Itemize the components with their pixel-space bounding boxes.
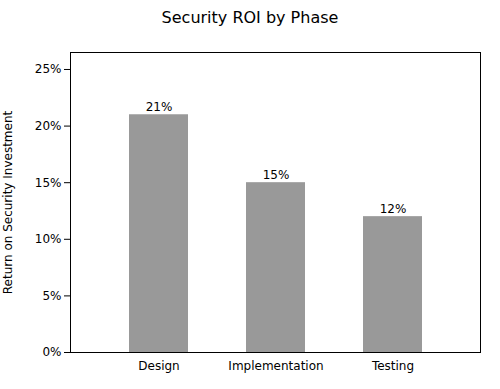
html-text:Security ROI by Phase: Security ROI by Phase: [161, 8, 339, 27]
svg-text:12%: 12%: [380, 202, 407, 216]
svg-text:21%: 21%: [146, 100, 173, 114]
svg-text:Design: Design: [138, 359, 179, 373]
svg-text:5%: 5%: [42, 289, 61, 303]
svg-text:Implementation: Implementation: [228, 359, 323, 373]
svg-text:15%: 15%: [263, 168, 290, 182]
svg-text:25%: 25%: [35, 62, 62, 76]
svg-text:Testing: Testing: [371, 359, 414, 373]
svg-text:0%: 0%: [42, 345, 61, 359]
svg-text:15%: 15%: [35, 176, 62, 190]
svg-text:Return on Security Investment: Return on Security Investment: [1, 110, 15, 294]
svg-text:10%: 10%: [35, 232, 62, 246]
svg-text:20%: 20%: [35, 119, 62, 133]
